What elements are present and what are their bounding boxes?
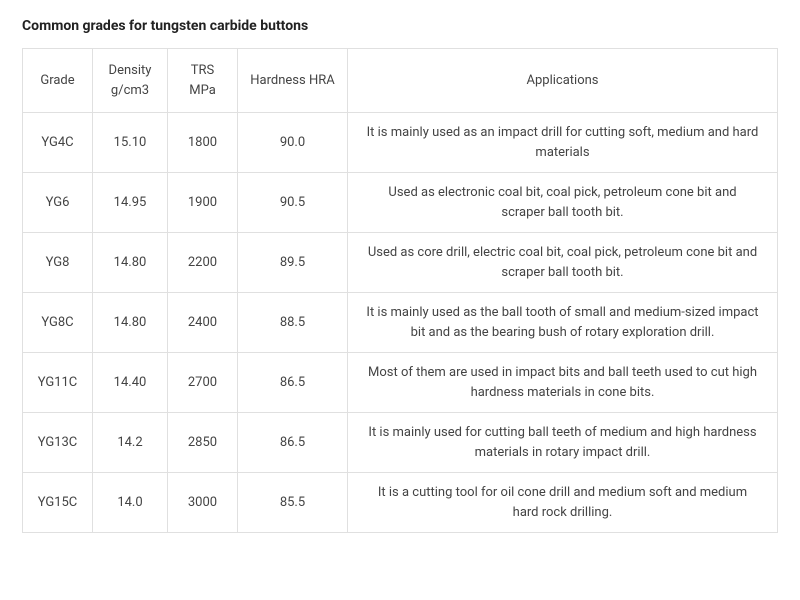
cell-application: It is mainly used for cutting ball teeth…	[348, 413, 778, 473]
cell-trs: 1900	[168, 173, 238, 233]
cell-trs: 2200	[168, 233, 238, 293]
table-row: YG11C 14.40 2700 86.5 Most of them are u…	[23, 353, 778, 413]
cell-hra: 88.5	[238, 293, 348, 353]
cell-grade: YG11C	[23, 353, 93, 413]
grades-table: Grade Density g/cm3 TRS MPa Hardness HRA…	[22, 48, 778, 533]
cell-application: Used as core drill, electric coal bit, c…	[348, 233, 778, 293]
table-row: YG15C 14.0 3000 85.5 It is a cutting too…	[23, 473, 778, 533]
cell-hra: 90.5	[238, 173, 348, 233]
col-header-hardness: Hardness HRA	[238, 49, 348, 113]
table-row: YG8 14.80 2200 89.5 Used as core drill, …	[23, 233, 778, 293]
cell-grade: YG8C	[23, 293, 93, 353]
cell-density: 14.80	[93, 293, 168, 353]
col-header-application: Applications	[348, 49, 778, 113]
cell-density: 14.95	[93, 173, 168, 233]
cell-application: It is mainly used as an impact drill for…	[348, 113, 778, 173]
page-title: Common grades for tungsten carbide butto…	[22, 18, 778, 34]
cell-grade: YG6	[23, 173, 93, 233]
cell-application: Used as electronic coal bit, coal pick, …	[348, 173, 778, 233]
cell-trs: 2850	[168, 413, 238, 473]
cell-density: 14.0	[93, 473, 168, 533]
cell-grade: YG15C	[23, 473, 93, 533]
table-row: YG4C 15.10 1800 90.0 It is mainly used a…	[23, 113, 778, 173]
col-header-grade: Grade	[23, 49, 93, 113]
cell-application: It is mainly used as the ball tooth of s…	[348, 293, 778, 353]
cell-density: 14.40	[93, 353, 168, 413]
cell-application: It is a cutting tool for oil cone drill …	[348, 473, 778, 533]
cell-hra: 90.0	[238, 113, 348, 173]
cell-hra: 89.5	[238, 233, 348, 293]
cell-trs: 2700	[168, 353, 238, 413]
cell-hra: 86.5	[238, 353, 348, 413]
cell-application: Most of them are used in impact bits and…	[348, 353, 778, 413]
cell-grade: YG4C	[23, 113, 93, 173]
cell-density: 14.80	[93, 233, 168, 293]
table-row: YG6 14.95 1900 90.5 Used as electronic c…	[23, 173, 778, 233]
cell-trs: 1800	[168, 113, 238, 173]
col-header-trs: TRS MPa	[168, 49, 238, 113]
cell-density: 15.10	[93, 113, 168, 173]
table-row: YG13C 14.2 2850 86.5 It is mainly used f…	[23, 413, 778, 473]
cell-trs: 3000	[168, 473, 238, 533]
cell-grade: YG8	[23, 233, 93, 293]
cell-hra: 85.5	[238, 473, 348, 533]
table-header-row: Grade Density g/cm3 TRS MPa Hardness HRA…	[23, 49, 778, 113]
cell-density: 14.2	[93, 413, 168, 473]
cell-grade: YG13C	[23, 413, 93, 473]
cell-hra: 86.5	[238, 413, 348, 473]
cell-trs: 2400	[168, 293, 238, 353]
table-row: YG8C 14.80 2400 88.5 It is mainly used a…	[23, 293, 778, 353]
col-header-density: Density g/cm3	[93, 49, 168, 113]
